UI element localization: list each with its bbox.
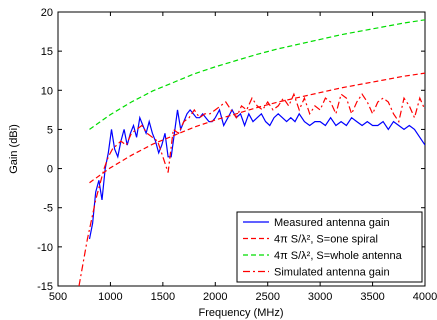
legend-label-4: Simulated antenna gain <box>274 267 390 279</box>
legend-label-1: Measured antenna gain <box>274 217 390 229</box>
series-line-2 <box>89 72 425 184</box>
legend-label-2: 4π S/λ², S=one spiral <box>274 234 378 246</box>
x-tick-label: 3500 <box>360 291 384 303</box>
series-line-3 <box>89 19 425 130</box>
x-tick-label: 2000 <box>203 291 227 303</box>
legend-label-3: 4π S/λ², S=whole antenna <box>274 250 403 262</box>
y-tick-label: -15 <box>37 281 53 293</box>
y-tick-label: 20 <box>41 7 53 19</box>
y-tick-label: -10 <box>37 242 53 254</box>
legend: Measured antenna gain 4π S/λ², S=one spir… <box>236 211 423 283</box>
x-tick-label: 3000 <box>308 291 332 303</box>
x-axis-label: Frequency (MHz) <box>199 307 284 319</box>
y-tick-label: 5 <box>47 124 53 136</box>
x-tick-label: 500 <box>49 291 67 303</box>
x-tick-label: 4000 <box>413 291 437 303</box>
x-tick-label: 1500 <box>151 291 175 303</box>
y-tick-label: 15 <box>41 46 53 58</box>
series-line-1 <box>88 108 425 240</box>
x-tick-label: 2500 <box>255 291 279 303</box>
series-line-4 <box>78 92 425 286</box>
x-tick-label: 1000 <box>98 291 122 303</box>
legend-box <box>236 211 423 283</box>
ticks-layer: 500 1000 1500 2000 2500 3000 3500 4000 -15 -10 -5 0… <box>37 7 437 303</box>
y-axis-label: Gain (dBi) <box>8 124 20 174</box>
y-tick-label: -5 <box>43 203 53 215</box>
series-layer <box>78 19 425 286</box>
y-tick-label: 0 <box>47 164 53 176</box>
y-tick-label: 10 <box>41 85 53 97</box>
